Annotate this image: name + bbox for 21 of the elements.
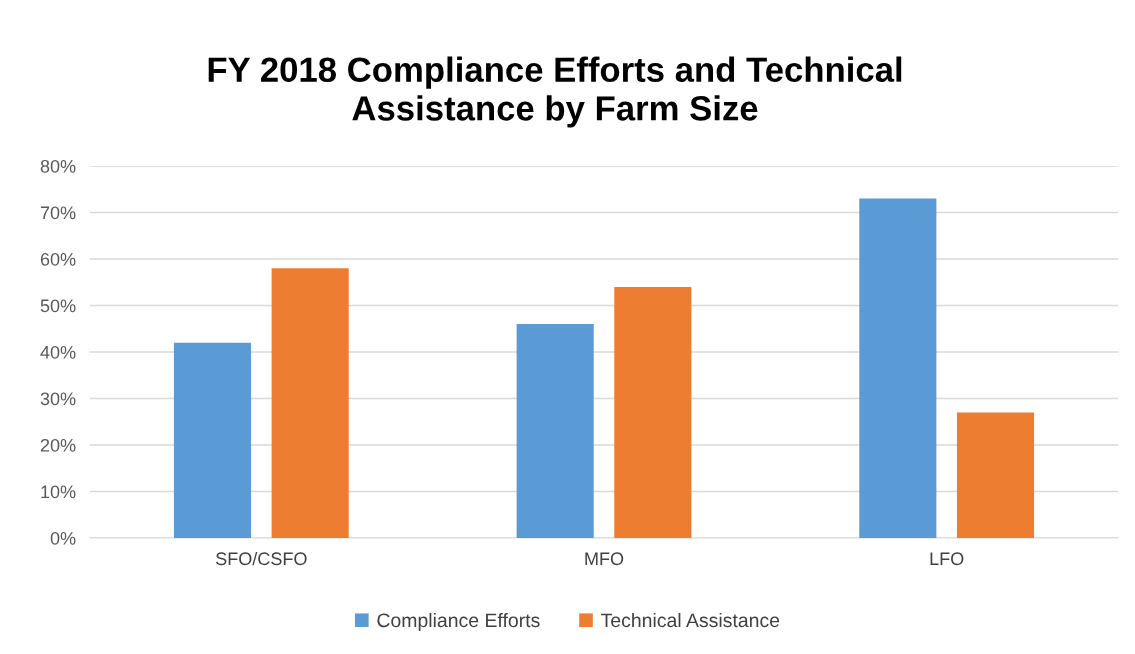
y-tick-label: 70% — [40, 206, 76, 220]
chart-title: FY 2018 Compliance Efforts and Technical Assistance by Farm Size — [208, 56, 902, 128]
y-tick-label: 80% — [40, 159, 76, 173]
bar — [956, 412, 1035, 538]
y-tick-label: 10% — [41, 485, 76, 499]
x-tick-label: MFO — [585, 552, 624, 566]
bar — [516, 324, 594, 538]
y-tick-label: 0% — [50, 531, 76, 545]
bar — [271, 268, 349, 538]
y-tick-label: 50% — [40, 299, 76, 313]
legend-label: Technical Assistance — [601, 612, 780, 628]
y-tick-label: 40% — [40, 345, 76, 359]
y-tick-label: 60% — [40, 252, 76, 266]
bar — [173, 342, 252, 538]
y-tick-label: 20% — [40, 438, 76, 452]
bar — [614, 286, 692, 538]
legend-label: Compliance Efforts — [377, 612, 540, 632]
x-tick-label: SFO/CSFO — [216, 551, 307, 566]
bar — [859, 198, 937, 538]
y-tick-label: 30% — [40, 392, 76, 406]
x-tick-label: LFO — [930, 552, 964, 566]
